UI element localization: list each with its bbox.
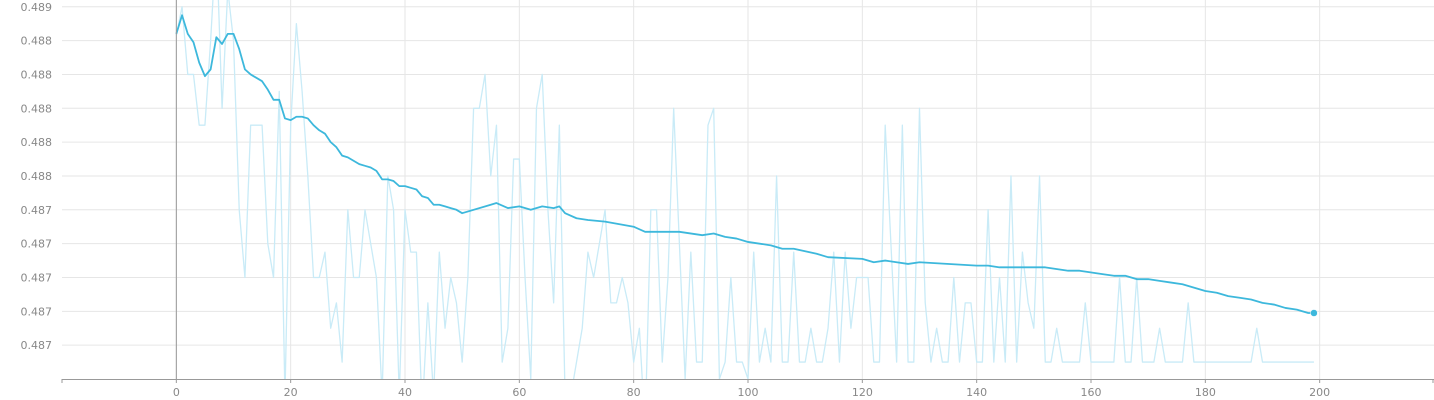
y-tick-label: 0.487 bbox=[21, 204, 53, 217]
tick-labels: 0.487 0.487 0.487 0.487 0.487 0.488 0.488 0.488… bbox=[21, 1, 1331, 399]
y-tick-label: 0.488 bbox=[21, 102, 53, 115]
x-tick-label: 40 bbox=[398, 386, 412, 399]
x-tick-label: 200 bbox=[1309, 386, 1330, 399]
raw-series-line bbox=[175, 0, 1314, 379]
y-tick-label: 0.489 bbox=[21, 1, 53, 14]
smoothed-series-line bbox=[175, 14, 1314, 314]
y-tick-label: 0.487 bbox=[21, 271, 53, 284]
y-tick-label: 0.487 bbox=[21, 339, 53, 352]
x-tick-label: 60 bbox=[512, 386, 526, 399]
x-tick-label: 140 bbox=[966, 386, 987, 399]
y-tick-label: 0.487 bbox=[21, 238, 53, 251]
last-point-marker bbox=[1310, 309, 1318, 317]
y-tick-label: 0.488 bbox=[21, 68, 53, 81]
y-tick-label: 0.488 bbox=[21, 136, 53, 149]
grid-lines bbox=[62, 0, 1434, 379]
x-tick-label: 100 bbox=[738, 386, 759, 399]
y-tick-label: 0.487 bbox=[21, 305, 53, 318]
x-tick-label: 120 bbox=[852, 386, 873, 399]
x-tick-label: 80 bbox=[627, 386, 641, 399]
y-tick-label: 0.488 bbox=[21, 35, 53, 48]
x-tick-label: 180 bbox=[1195, 386, 1216, 399]
x-tick-label: 160 bbox=[1081, 386, 1102, 399]
axes bbox=[61, 0, 1434, 383]
x-tick-label: 0 bbox=[173, 386, 180, 399]
series-layer bbox=[175, 0, 1318, 379]
x-tick-label: 20 bbox=[284, 386, 298, 399]
y-tick-label: 0.488 bbox=[21, 170, 53, 183]
